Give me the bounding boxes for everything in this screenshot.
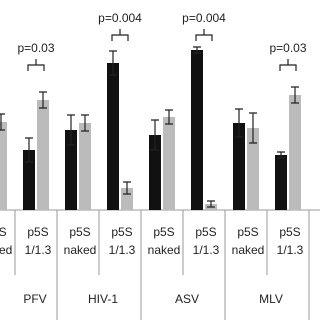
category-label: p5S — [279, 225, 300, 239]
annotation: p=0.004 — [98, 11, 142, 25]
annotation: p=0.03 — [17, 41, 54, 55]
category-label: naked — [64, 243, 97, 257]
group-label: ASV — [175, 292, 199, 306]
category-label: naked — [0, 243, 12, 257]
bar — [37, 100, 49, 210]
significance-bracket — [111, 29, 129, 41]
annotation: p=0.03 — [269, 41, 306, 55]
bar — [289, 95, 301, 210]
category-label: p5S — [69, 225, 90, 239]
category-label: 1/1.3 — [109, 243, 136, 257]
category-label: 1/1.3 — [277, 243, 304, 257]
bar — [233, 123, 245, 210]
category-label: naked — [232, 243, 265, 257]
bar — [79, 123, 91, 210]
group-label: HIV-1 — [88, 292, 118, 306]
category-label: 1/1.3 — [193, 243, 220, 257]
bar — [0, 122, 7, 210]
bar — [23, 150, 35, 210]
category-label: p5S — [27, 225, 48, 239]
significance-bracket — [27, 59, 45, 71]
significance-bracket — [195, 29, 213, 41]
category-label: p5S — [153, 225, 174, 239]
category-label: naked — [148, 243, 181, 257]
annotation: p=0.004 — [182, 11, 226, 25]
bar — [149, 135, 161, 210]
error-bar — [291, 86, 299, 104]
group-label: MLV — [259, 292, 283, 306]
bar — [107, 63, 119, 210]
error-bar — [165, 109, 173, 125]
bar — [275, 155, 287, 210]
error-bar — [67, 114, 75, 146]
error-bar — [0, 113, 5, 131]
error-bar — [81, 114, 89, 132]
bar — [65, 130, 77, 210]
bar — [163, 117, 175, 210]
error-bar — [235, 108, 243, 138]
bar — [191, 50, 203, 210]
error-bar — [25, 137, 33, 163]
bar — [247, 128, 259, 210]
error-bar — [109, 50, 117, 76]
error-bar — [249, 112, 257, 144]
error-bar — [39, 91, 47, 109]
category-label: p5S — [237, 225, 258, 239]
error-bar — [277, 151, 285, 159]
category-label: p5S — [195, 225, 216, 239]
error-bar — [207, 200, 215, 208]
error-bar — [151, 119, 159, 151]
category-label: p5S — [0, 225, 7, 239]
error-bar — [123, 181, 131, 195]
category-label: 1/1.3 — [25, 243, 52, 257]
significance-bracket — [279, 59, 297, 71]
group-label: PFV — [23, 292, 46, 306]
error-bar — [193, 46, 201, 54]
category-label: p5S — [111, 225, 132, 239]
